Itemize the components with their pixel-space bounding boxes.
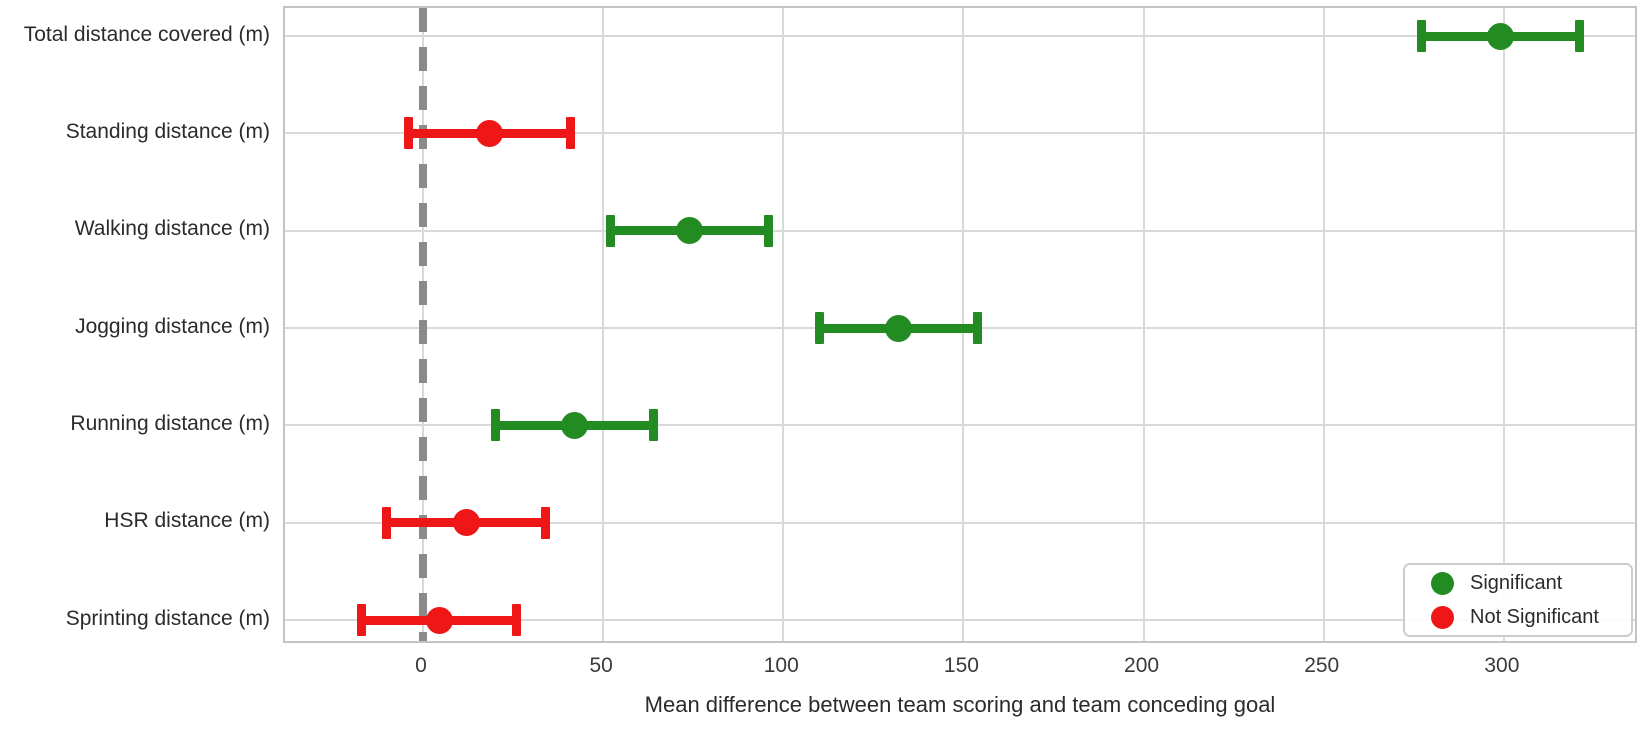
errorbar-cap [512,604,522,637]
horizontal-gridline [285,424,1635,427]
legend-marker-icon [1431,571,1454,595]
errorbar-cap [357,604,367,637]
horizontal-gridline [285,619,1635,622]
errorbar-cap [764,214,774,247]
y-axis-category-label: HSR distance (m) [104,509,270,533]
horizontal-gridline [285,35,1635,38]
vertical-gridline [602,8,605,641]
mean-marker [885,314,913,342]
errorbar-cap [566,117,576,150]
horizontal-gridline [285,521,1635,524]
mean-marker [676,217,704,245]
x-axis-tick-label: 150 [943,654,979,677]
errorbar-cap [540,506,550,539]
errorbar-cap [605,214,615,247]
errorbar-cap [404,117,414,150]
errorbar-cap [382,506,392,539]
legend-label: Not Significant [1470,605,1599,628]
horizontal-gridline [285,132,1635,135]
legend-label: Significant [1470,571,1563,594]
y-axis-category-label: Running distance (m) [70,411,270,435]
mean-marker [452,509,480,537]
x-axis-tick-label: 200 [1124,654,1160,677]
horizontal-gridline [285,229,1635,232]
mean-marker [560,411,588,439]
legend-marker-icon [1431,605,1454,629]
y-axis-category-label: Standing distance (m) [65,119,270,143]
vertical-gridline [1142,8,1145,641]
vertical-gridline [1322,8,1325,641]
zero-dashed-line [418,8,427,641]
mean-marker [1486,22,1514,50]
vertical-gridline [1502,8,1505,641]
x-axis-tick-label: 300 [1484,654,1520,677]
errorbar-cap [490,409,500,442]
legend-entry: Not Significant [1417,603,1619,631]
y-axis-category-label: Jogging distance (m) [75,314,270,338]
errorbar-cap [1416,20,1426,53]
errorbar-cap [1575,20,1585,53]
errorbar-cap [649,409,659,442]
vertical-gridline [782,8,785,641]
errorbar-cap [814,312,824,345]
y-axis-category-label: Sprinting distance (m) [65,606,270,630]
mean-marker [476,119,504,147]
legend: Significant Not Significant [1403,563,1633,637]
plot-area: Significant Not Significant [283,6,1637,643]
x-axis-tick-label: 100 [763,654,799,677]
errorbar-cap [973,312,983,345]
mean-marker [425,606,453,634]
x-axis-tick-label: 0 [415,654,427,677]
y-axis-category-label: Walking distance (m) [74,217,270,241]
y-axis-category-label: Total distance covered (m) [23,22,270,46]
legend-entry: Significant [1417,569,1619,597]
x-axis-tick-label: 50 [589,654,613,677]
x-axis-tick-label: 250 [1304,654,1340,677]
x-axis-title: Mean difference between team scoring and… [644,692,1276,717]
